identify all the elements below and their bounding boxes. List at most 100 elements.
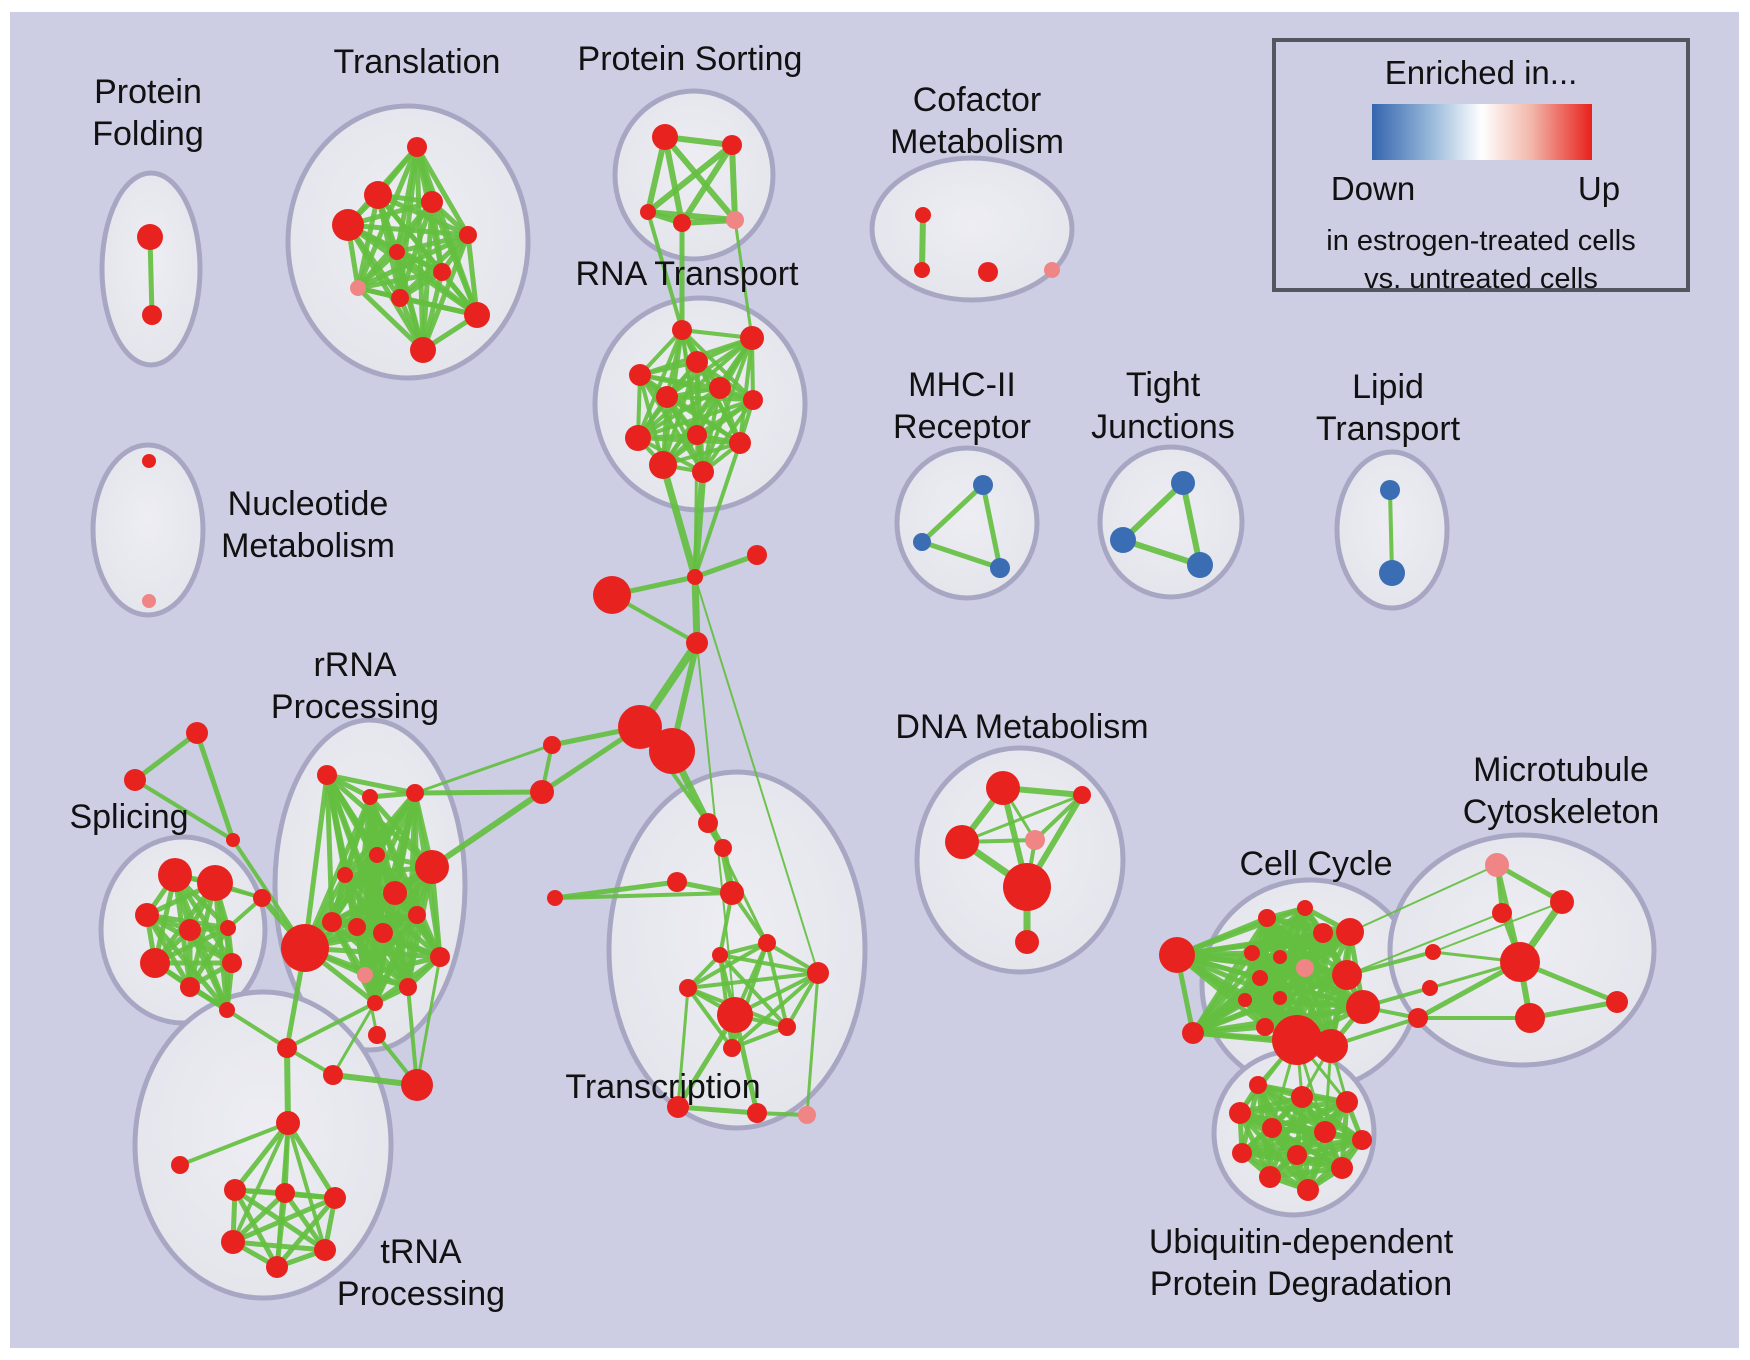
- node-transcription-11[interactable]: [723, 1039, 741, 1057]
- node-translation-3[interactable]: [421, 191, 443, 213]
- node-cell_cycle-16[interactable]: [1314, 1029, 1348, 1063]
- node-cell_cycle-11[interactable]: [1273, 991, 1287, 1005]
- node-mhc_ii_receptor-2[interactable]: [990, 558, 1010, 578]
- node-rrna_processing-0[interactable]: [317, 765, 337, 785]
- node-microtubule_cytoskeleton-3[interactable]: [1500, 942, 1540, 982]
- node-ubiquitin_degradation-10[interactable]: [1259, 1166, 1281, 1188]
- node-transcription-8[interactable]: [679, 979, 697, 997]
- node-transcription-1[interactable]: [714, 839, 732, 857]
- node-protein_sorting-1[interactable]: [722, 135, 742, 155]
- node-cell_cycle-2[interactable]: [1258, 909, 1276, 927]
- node-protein_sorting-2[interactable]: [640, 204, 656, 220]
- node-splicing-7[interactable]: [222, 953, 242, 973]
- node-microtubule_cytoskeleton-4[interactable]: [1515, 1003, 1545, 1033]
- node-cell_cycle-8[interactable]: [1296, 959, 1314, 977]
- node-cell_cycle-14[interactable]: [1256, 1018, 1274, 1036]
- node-transcription-4[interactable]: [547, 890, 563, 906]
- node-connectors-8[interactable]: [186, 722, 208, 744]
- node-cell_cycle-10[interactable]: [1238, 993, 1252, 1007]
- node-connectors-0[interactable]: [687, 569, 703, 585]
- node-rrna_processing-10[interactable]: [373, 923, 393, 943]
- node-cell_cycle-0[interactable]: [1159, 937, 1195, 973]
- node-transcription-12[interactable]: [667, 1096, 689, 1118]
- node-connectors-13[interactable]: [323, 1065, 343, 1085]
- node-cell_cycle-12[interactable]: [1332, 960, 1362, 990]
- node-dna_metabolism-5[interactable]: [1015, 930, 1039, 954]
- node-connectors-6[interactable]: [543, 736, 561, 754]
- node-translation-6[interactable]: [433, 263, 451, 281]
- node-translation-2[interactable]: [332, 209, 364, 241]
- node-trna_processing-5[interactable]: [221, 1230, 245, 1254]
- node-splicing-2[interactable]: [135, 903, 159, 927]
- node-translation-7[interactable]: [350, 280, 366, 296]
- node-ubiquitin_degradation-7[interactable]: [1232, 1143, 1252, 1163]
- node-microtubule_cytoskeleton-7[interactable]: [1422, 980, 1438, 996]
- node-rrna_processing-15[interactable]: [430, 947, 450, 967]
- node-translation-4[interactable]: [459, 226, 477, 244]
- node-tight_junctions-2[interactable]: [1187, 552, 1213, 578]
- node-cofactor_metabolism-2[interactable]: [978, 262, 998, 282]
- node-ubiquitin_degradation-9[interactable]: [1331, 1157, 1353, 1179]
- node-splicing-8[interactable]: [219, 1002, 235, 1018]
- node-cell_cycle-13[interactable]: [1346, 990, 1380, 1024]
- node-trna_processing-3[interactable]: [275, 1183, 295, 1203]
- node-splicing-9[interactable]: [253, 889, 271, 907]
- node-translation-0[interactable]: [407, 137, 427, 157]
- node-ubiquitin_degradation-5[interactable]: [1314, 1121, 1336, 1143]
- node-rrna_processing-12[interactable]: [357, 967, 373, 983]
- node-translation-8[interactable]: [391, 289, 409, 307]
- node-connectors-4[interactable]: [618, 705, 662, 749]
- node-lipid_transport-1[interactable]: [1379, 560, 1405, 586]
- node-microtubule_cytoskeleton-2[interactable]: [1492, 903, 1512, 923]
- node-trna_processing-2[interactable]: [224, 1179, 246, 1201]
- node-connectors-9[interactable]: [124, 769, 146, 791]
- node-splicing-4[interactable]: [220, 920, 236, 936]
- node-rna_transport-4[interactable]: [656, 386, 678, 408]
- node-lipid_transport-0[interactable]: [1380, 480, 1400, 500]
- node-rrna_processing-9[interactable]: [348, 918, 366, 936]
- node-transcription-14[interactable]: [798, 1106, 816, 1124]
- node-splicing-1[interactable]: [197, 865, 233, 901]
- node-rna_transport-1[interactable]: [740, 326, 764, 350]
- node-transcription-6[interactable]: [758, 934, 776, 952]
- node-protein_sorting-0[interactable]: [652, 124, 678, 150]
- node-translation-5[interactable]: [389, 244, 405, 260]
- node-transcription-3[interactable]: [720, 881, 744, 905]
- node-cofactor_metabolism-3[interactable]: [1044, 262, 1060, 278]
- node-dna_metabolism-2[interactable]: [945, 825, 979, 859]
- node-splicing-5[interactable]: [140, 948, 170, 978]
- node-cofactor_metabolism-0[interactable]: [915, 207, 931, 223]
- node-cell_cycle-5[interactable]: [1336, 918, 1364, 946]
- node-splicing-6[interactable]: [180, 977, 200, 997]
- node-dna_metabolism-0[interactable]: [986, 771, 1020, 805]
- node-ubiquitin_degradation-2[interactable]: [1336, 1091, 1358, 1113]
- node-microtubule_cytoskeleton-6[interactable]: [1425, 944, 1441, 960]
- node-rrna_processing-2[interactable]: [406, 784, 424, 802]
- node-rrna_processing-7[interactable]: [408, 906, 426, 924]
- node-tight_junctions-0[interactable]: [1171, 471, 1195, 495]
- node-rna_transport-7[interactable]: [625, 425, 651, 451]
- node-rrna_processing-5[interactable]: [415, 850, 449, 884]
- node-nucleotide_metabolism-0[interactable]: [142, 454, 156, 468]
- node-connectors-14[interactable]: [401, 1069, 433, 1101]
- node-ubiquitin_degradation-6[interactable]: [1352, 1130, 1372, 1150]
- node-connectors-7[interactable]: [530, 780, 554, 804]
- node-ubiquitin_degradation-1[interactable]: [1291, 1086, 1313, 1108]
- node-transcription-5[interactable]: [712, 947, 728, 963]
- node-connectors-2[interactable]: [686, 632, 708, 654]
- node-splicing-0[interactable]: [158, 858, 192, 892]
- node-transcription-0[interactable]: [698, 813, 718, 833]
- node-rrna_processing-11[interactable]: [281, 924, 329, 972]
- node-connectors-11[interactable]: [277, 1038, 297, 1058]
- node-mhc_ii_receptor-0[interactable]: [973, 475, 993, 495]
- node-trna_processing-4[interactable]: [324, 1187, 346, 1209]
- node-splicing-3[interactable]: [179, 919, 201, 941]
- node-rna_transport-8[interactable]: [687, 425, 707, 445]
- node-ubiquitin_degradation-4[interactable]: [1262, 1118, 1282, 1138]
- node-rna_transport-3[interactable]: [686, 351, 708, 373]
- node-connectors-5[interactable]: [649, 728, 695, 774]
- node-rna_transport-2[interactable]: [629, 364, 651, 386]
- node-tight_junctions-1[interactable]: [1110, 527, 1136, 553]
- node-rna_transport-10[interactable]: [649, 451, 677, 479]
- node-microtubule_cytoskeleton-5[interactable]: [1606, 991, 1628, 1013]
